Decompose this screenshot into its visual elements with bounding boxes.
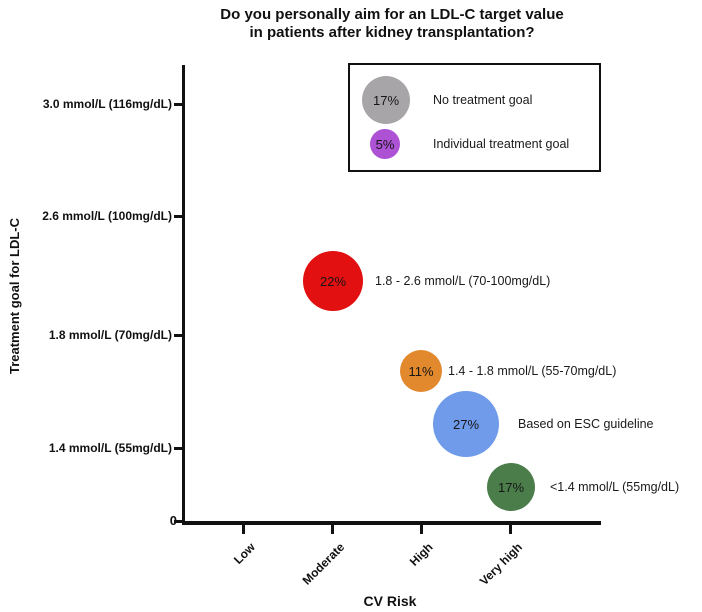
bubble-label-1.4-1.8: 1.4 - 1.8 mmol/L (55-70mg/dL) — [448, 364, 617, 378]
y-tick — [174, 447, 183, 450]
bubble-17pct-green: 17% — [487, 463, 535, 511]
bubble-pct: 11% — [408, 363, 434, 379]
bubble-pct: 17% — [497, 479, 525, 495]
y-tick-label-2.6: 2.6 mmol/L (100mg/dL) — [42, 209, 172, 223]
y-tick-label-0: 0 — [169, 513, 177, 528]
legend-bubble-no-treatment-goal: 17% — [362, 76, 410, 124]
legend-bubble-pct: 5% — [375, 136, 395, 152]
x-tick — [242, 525, 245, 534]
y-tick-label-3.0: 3.0 mmol/L (116mg/dL) — [42, 97, 172, 111]
y-tick-label-1.4: 1.4 mmol/L (55mg/dL) — [48, 441, 172, 455]
chart-title-line2: in patients after kidney transplantation… — [249, 24, 535, 41]
bubble-label-1.8-2.6: 1.8 - 2.6 mmol/L (70-100mg/dL) — [375, 274, 551, 288]
y-tick — [174, 215, 183, 218]
y-tick-label-1.8: 1.8 mmol/L (70mg/dL) — [48, 328, 172, 342]
x-axis-line — [182, 521, 601, 525]
y-axis-line — [182, 65, 185, 525]
bubble-label-below-1.4: <1.4 mmol/L (55mg/dL) — [550, 480, 680, 494]
x-tick-label-very-high: Very high — [476, 540, 525, 589]
y-axis-title: Treatment goal for LDL-C — [7, 218, 22, 375]
chart-title: Do you personally aim for an LDL-C targe… — [82, 6, 702, 42]
legend-bubble-pct: 17% — [372, 92, 400, 108]
y-tick — [174, 520, 183, 523]
bubble-label-esc-guideline: Based on ESC guideline — [518, 417, 654, 431]
chart-title-line1: Do you personally aim for an LDL-C targe… — [220, 6, 564, 23]
legend-bubble-individual-treatment-goal: 5% — [370, 129, 400, 159]
x-tick-label-low: Low — [231, 540, 258, 567]
bubble-11pct-orange: 11% — [400, 350, 442, 392]
legend-label-no-treatment-goal: No treatment goal — [433, 93, 533, 107]
y-tick — [174, 103, 183, 106]
bubble-22pct-red: 22% — [303, 251, 363, 311]
x-tick — [331, 525, 334, 534]
legend-label-individual-treatment-goal: Individual treatment goal — [433, 137, 570, 151]
x-tick — [509, 525, 512, 534]
bubble-pct: 27% — [452, 416, 480, 432]
x-axis-title: CV Risk — [363, 593, 417, 609]
x-tick-label-moderate: Moderate — [299, 540, 347, 588]
bubble-27pct-blue: 27% — [433, 391, 499, 457]
x-tick — [420, 525, 423, 534]
bubble-pct: 22% — [319, 273, 347, 289]
y-tick — [174, 334, 183, 337]
x-tick-label-high: High — [407, 540, 436, 569]
